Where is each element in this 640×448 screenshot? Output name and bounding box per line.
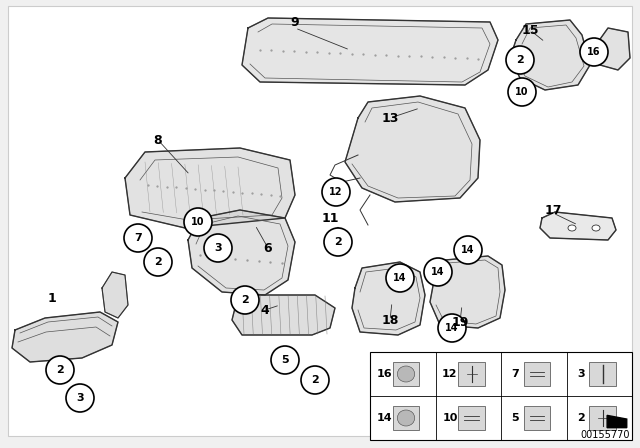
Text: 17: 17 — [544, 203, 562, 216]
FancyBboxPatch shape — [392, 362, 419, 387]
Polygon shape — [607, 415, 627, 428]
Text: 7: 7 — [511, 369, 519, 379]
Circle shape — [144, 248, 172, 276]
Text: 16: 16 — [588, 47, 601, 57]
Text: 7: 7 — [134, 233, 142, 243]
Circle shape — [322, 178, 350, 206]
Ellipse shape — [568, 225, 576, 231]
Text: 18: 18 — [381, 314, 399, 327]
Text: 10: 10 — [191, 217, 205, 227]
Polygon shape — [188, 210, 295, 295]
Polygon shape — [510, 20, 590, 90]
Polygon shape — [430, 256, 505, 328]
Text: 9: 9 — [291, 16, 300, 29]
FancyBboxPatch shape — [458, 362, 485, 387]
Text: 2: 2 — [311, 375, 319, 385]
Text: 16: 16 — [376, 369, 392, 379]
Circle shape — [580, 38, 608, 66]
Text: 00155770: 00155770 — [580, 430, 630, 440]
Text: 6: 6 — [264, 241, 272, 254]
Circle shape — [271, 346, 299, 374]
FancyBboxPatch shape — [524, 362, 550, 387]
Text: 3: 3 — [577, 369, 585, 379]
Circle shape — [204, 234, 232, 262]
Circle shape — [438, 314, 466, 342]
Circle shape — [124, 224, 152, 252]
Circle shape — [386, 264, 414, 292]
Text: 2: 2 — [154, 257, 162, 267]
FancyBboxPatch shape — [524, 405, 550, 431]
Text: 12: 12 — [329, 187, 343, 197]
Circle shape — [184, 208, 212, 236]
Circle shape — [324, 228, 352, 256]
Circle shape — [424, 258, 452, 286]
Text: 3: 3 — [214, 243, 222, 253]
Text: 5: 5 — [511, 413, 519, 423]
Circle shape — [301, 366, 329, 394]
Bar — [370, 352, 632, 440]
Polygon shape — [12, 312, 118, 362]
Text: 2: 2 — [577, 413, 585, 423]
Text: 12: 12 — [442, 369, 458, 379]
Circle shape — [66, 384, 94, 412]
Text: 13: 13 — [381, 112, 399, 125]
Text: 2: 2 — [241, 295, 249, 305]
Circle shape — [231, 286, 259, 314]
Polygon shape — [540, 212, 616, 240]
Text: 4: 4 — [260, 303, 269, 316]
FancyBboxPatch shape — [392, 405, 419, 431]
Text: 14: 14 — [445, 323, 459, 333]
Ellipse shape — [397, 410, 415, 426]
Text: 15: 15 — [521, 23, 539, 36]
Polygon shape — [125, 148, 295, 228]
Text: 19: 19 — [451, 315, 468, 328]
Text: 14: 14 — [376, 413, 392, 423]
FancyBboxPatch shape — [589, 405, 616, 431]
Text: 14: 14 — [431, 267, 445, 277]
Text: 8: 8 — [154, 134, 163, 146]
Ellipse shape — [592, 225, 600, 231]
FancyBboxPatch shape — [458, 405, 485, 431]
Text: 11: 11 — [321, 211, 339, 224]
Polygon shape — [352, 262, 425, 335]
Polygon shape — [596, 28, 630, 70]
Polygon shape — [345, 96, 480, 202]
Polygon shape — [232, 295, 335, 335]
Text: 5: 5 — [281, 355, 289, 365]
Text: 2: 2 — [516, 55, 524, 65]
Circle shape — [506, 46, 534, 74]
Text: 2: 2 — [334, 237, 342, 247]
FancyBboxPatch shape — [589, 362, 616, 387]
Circle shape — [454, 236, 482, 264]
Polygon shape — [242, 18, 498, 85]
Text: 3: 3 — [76, 393, 84, 403]
Ellipse shape — [397, 366, 415, 382]
Text: 2: 2 — [56, 365, 64, 375]
Polygon shape — [102, 272, 128, 318]
Text: 14: 14 — [393, 273, 407, 283]
Text: 14: 14 — [461, 245, 475, 255]
Text: 10: 10 — [515, 87, 529, 97]
Circle shape — [46, 356, 74, 384]
Circle shape — [508, 78, 536, 106]
Text: 10: 10 — [442, 413, 458, 423]
Text: 1: 1 — [47, 292, 56, 305]
